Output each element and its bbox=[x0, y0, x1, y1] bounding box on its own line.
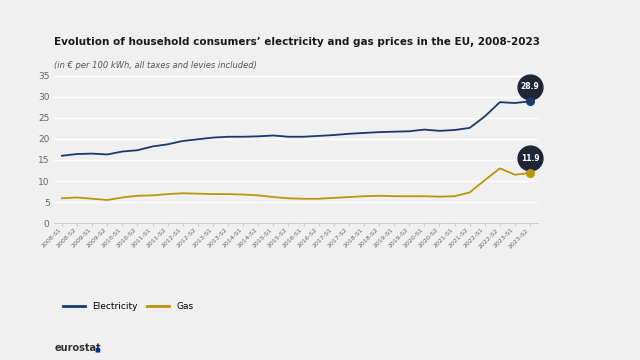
Point bbox=[525, 170, 535, 176]
Point bbox=[525, 84, 535, 89]
Point bbox=[525, 156, 535, 161]
Text: 28.9: 28.9 bbox=[521, 82, 540, 91]
Text: (in € per 100 kWh, all taxes and levies included): (in € per 100 kWh, all taxes and levies … bbox=[54, 61, 257, 70]
Legend: Electricity, Gas: Electricity, Gas bbox=[59, 298, 197, 315]
Text: Evolution of household consumers’ electricity and gas prices in the EU, 2008-202: Evolution of household consumers’ electr… bbox=[54, 37, 540, 47]
Text: ◼: ◼ bbox=[95, 346, 100, 352]
Text: eurostat: eurostat bbox=[54, 343, 101, 353]
Point bbox=[525, 98, 535, 104]
Text: 11.9: 11.9 bbox=[521, 154, 540, 163]
